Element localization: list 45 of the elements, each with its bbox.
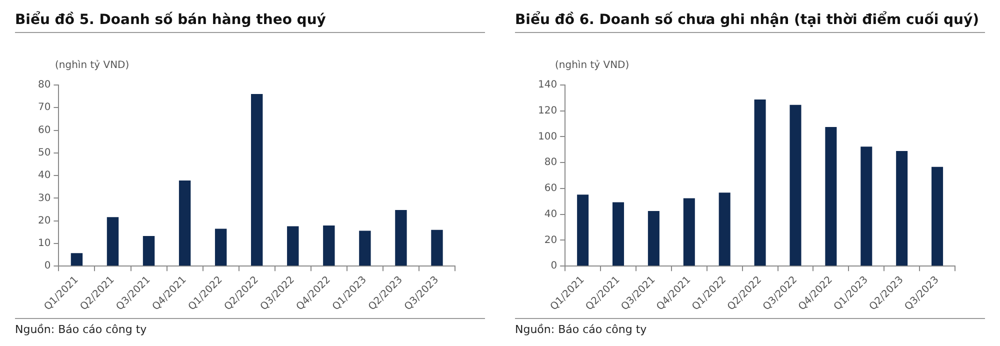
bar xyxy=(431,230,443,266)
bar xyxy=(754,99,766,266)
bar xyxy=(860,146,872,266)
bar xyxy=(251,94,263,266)
y-tick-label: 40 xyxy=(38,170,51,182)
bar xyxy=(718,192,730,266)
bar xyxy=(932,166,944,266)
text: Nguồn: Báo cáo công ty xyxy=(15,318,485,336)
y-tick-label: 80 xyxy=(544,157,558,168)
y-tick-label: 60 xyxy=(38,124,51,136)
y-tick-label: 30 xyxy=(38,192,51,204)
y-tick-label: 50 xyxy=(38,147,51,158)
y-tick-label: 10 xyxy=(38,238,51,250)
bar xyxy=(178,180,191,266)
y-tick-label: 100 xyxy=(538,131,558,142)
bar xyxy=(323,226,335,266)
bar xyxy=(577,194,589,266)
bar xyxy=(287,226,299,266)
bar xyxy=(896,150,908,266)
y-tick-label: 20 xyxy=(38,215,51,226)
y-axis-title: (nghìn tỷ VND) xyxy=(55,60,130,71)
bar xyxy=(142,236,155,266)
bar xyxy=(790,104,802,266)
bar xyxy=(70,253,83,266)
y-tick-label: 0 xyxy=(550,260,558,272)
bar xyxy=(825,127,837,266)
y-tick-label: 40 xyxy=(544,208,558,220)
bar xyxy=(648,210,660,266)
chart-title: Biểu đồ 5. Doanh số bán hàng theo quý xyxy=(15,0,485,33)
y-tick-label: 80 xyxy=(38,80,51,91)
text: Nguồn: Báo cáo công ty xyxy=(515,318,985,336)
bar xyxy=(359,230,371,266)
y-tick-label: 60 xyxy=(544,183,558,194)
bar xyxy=(214,228,227,266)
chart-title: Biểu đồ 6. Doanh số chưa ghi nhận (tại thời điểm cuối quý) xyxy=(515,0,985,33)
y-tick-label: 0 xyxy=(44,260,51,272)
bar xyxy=(612,202,624,266)
y-tick-label: 140 xyxy=(538,80,558,91)
bar xyxy=(683,198,695,266)
y-tick-label: 70 xyxy=(38,102,51,114)
bar xyxy=(395,210,407,266)
y-axis-title: (nghìn tỷ VND) xyxy=(555,60,630,71)
y-tick-label: 20 xyxy=(544,234,558,246)
y-tick-label: 120 xyxy=(538,105,558,116)
bar xyxy=(106,217,119,266)
